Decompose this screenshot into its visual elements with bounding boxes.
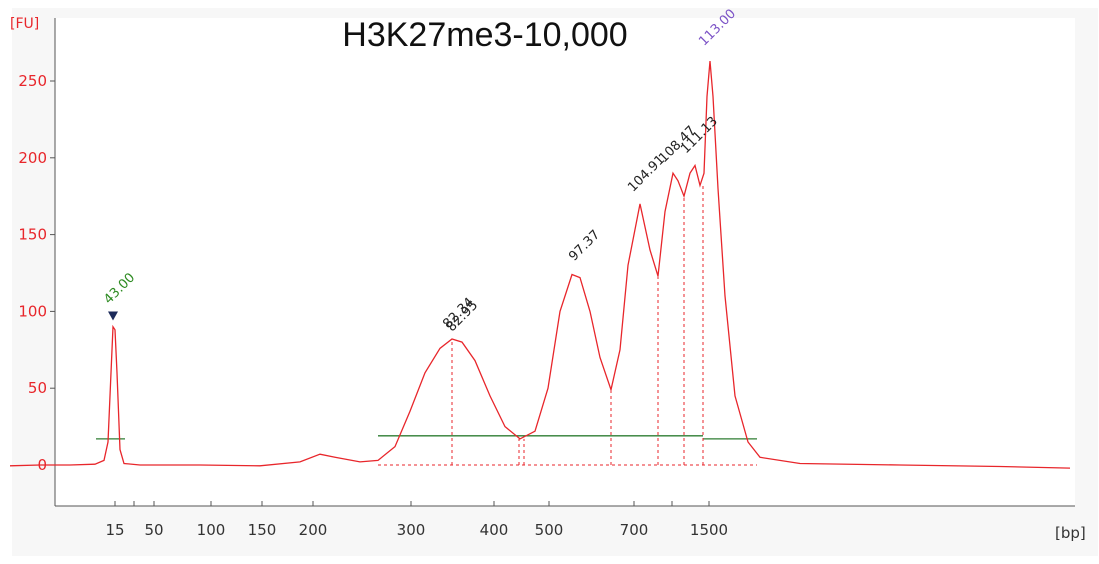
y-tick-label: 100 — [18, 302, 47, 320]
x-tick-label: 300 — [397, 521, 426, 539]
x-tick-label: 150 — [248, 521, 277, 539]
plot-area — [55, 18, 1075, 506]
signal-trace — [9, 60, 1071, 469]
y-tick-label: 50 — [28, 379, 47, 397]
x-ticks: 15 50 100 150 200 300 400 500 700 1500 — [105, 501, 728, 539]
y-tick-label: 250 — [18, 72, 47, 90]
y-tick-label: 150 — [18, 226, 47, 244]
x-tick-label: 500 — [535, 521, 564, 539]
x-tick-label: 700 — [620, 521, 649, 539]
x-tick-label: 200 — [299, 521, 328, 539]
x-tick-label: 15 — [105, 521, 124, 539]
x-unit-label: [bp] — [1055, 524, 1086, 542]
y-unit-label: [FU] — [10, 16, 39, 32]
lower-marker-triangle-icon — [108, 311, 118, 321]
x-tick-label: 400 — [480, 521, 509, 539]
x-tick-label: 1500 — [690, 521, 728, 539]
peak-dividers — [378, 185, 757, 466]
x-tick-label: 50 — [144, 521, 163, 539]
chart-title: H3K27me3-10,000 — [342, 16, 627, 54]
x-tick-label: 100 — [197, 521, 226, 539]
y-tick-label: 200 — [18, 149, 47, 167]
